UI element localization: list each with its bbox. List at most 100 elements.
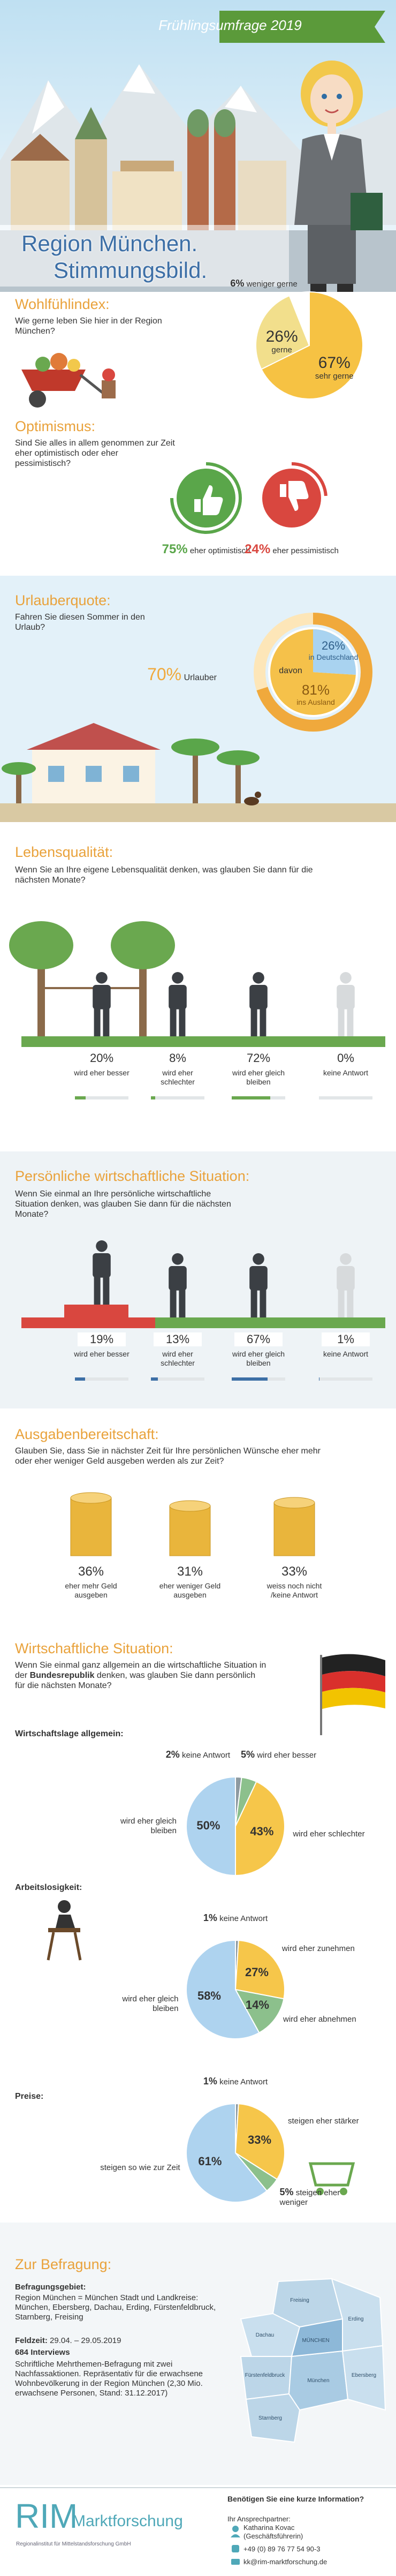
map-label: Erding bbox=[348, 2316, 364, 2322]
category-label: wird eher gleich bleiben bbox=[232, 1350, 285, 1367]
logo-text: Marktforschung bbox=[72, 2512, 183, 2530]
step bbox=[155, 1317, 385, 1328]
pie-slice bbox=[288, 291, 310, 346]
person-icon bbox=[103, 1008, 110, 1036]
survey-text: 29.04. – 29.05.2019 bbox=[50, 2336, 121, 2345]
donut-slice bbox=[270, 629, 356, 715]
person-icon bbox=[169, 1266, 187, 1291]
decoration bbox=[73, 1932, 82, 1961]
value-label: 61% bbox=[198, 2155, 222, 2168]
value-label: 8% bbox=[154, 1051, 202, 1066]
category-label: weiss noch nicht /keine Antwort bbox=[266, 1581, 322, 1599]
decoration bbox=[324, 134, 340, 161]
flag bbox=[320, 1654, 385, 1735]
step bbox=[21, 1317, 155, 1328]
decoration bbox=[231, 2559, 240, 2565]
value-label: 1% bbox=[203, 1912, 217, 1923]
tagline: Regionalinstitut für Mittelstandsforschu… bbox=[16, 2541, 131, 2547]
person-icon bbox=[253, 1253, 264, 1265]
thumb-icon bbox=[194, 485, 223, 515]
category-label: keine Antwort bbox=[181, 1751, 230, 1760]
person-icon bbox=[260, 1290, 266, 1317]
category-label: wird eher schlechter bbox=[293, 1829, 365, 1839]
person-icon bbox=[260, 1008, 266, 1036]
value-bar bbox=[75, 1377, 85, 1381]
category-label: keine Antwort bbox=[219, 2077, 268, 2087]
decoration bbox=[231, 2534, 240, 2537]
category-label: wird eher gleich bleiben bbox=[120, 1817, 177, 1835]
share-caption: 70% Urlauber bbox=[120, 664, 243, 684]
value-label: 5% bbox=[241, 1749, 255, 1760]
category-label: wird eher besser bbox=[74, 1068, 130, 1077]
category-label: wird eher besser bbox=[74, 1350, 130, 1358]
decoration bbox=[340, 2188, 347, 2195]
question: Fahren Sie diesen Sommer in den Urlaub? bbox=[15, 613, 145, 632]
category-label: eher pessimistisch bbox=[272, 546, 339, 555]
map-label: Fürstenfeldbruck bbox=[245, 2372, 285, 2378]
decoration bbox=[48, 766, 64, 782]
category-label: keine Antwort bbox=[323, 1068, 369, 1077]
person-icon bbox=[249, 1266, 268, 1291]
decoration bbox=[316, 2188, 324, 2195]
question: Wenn Sie an Ihre eigene Lebensqualität d… bbox=[15, 865, 313, 885]
person-icon bbox=[94, 1277, 101, 1305]
decoration bbox=[322, 1671, 385, 1692]
person-icon bbox=[103, 1277, 110, 1305]
category-label: wird eher gleich bleiben bbox=[122, 1994, 179, 2014]
value-label: 72% bbox=[234, 1051, 283, 1066]
tree bbox=[37, 951, 45, 1036]
value-track bbox=[75, 1096, 128, 1099]
person-icon bbox=[250, 1290, 257, 1317]
category-label: keine Antwort bbox=[323, 1350, 369, 1358]
person-icon bbox=[172, 1253, 184, 1265]
person-icon bbox=[340, 972, 352, 984]
map bbox=[240, 2278, 386, 2443]
person-icon bbox=[172, 972, 184, 984]
value-label: 70% bbox=[147, 665, 182, 684]
category-label: steigen eher stärker bbox=[288, 2116, 359, 2126]
decoration bbox=[0, 225, 289, 287]
category-label: eher weniger Geld ausgeben bbox=[159, 1581, 221, 1599]
decoration bbox=[245, 2393, 301, 2443]
decoration bbox=[337, 94, 342, 99]
header-illustration bbox=[0, 0, 396, 292]
person-icon bbox=[179, 1008, 186, 1036]
person-icon bbox=[253, 972, 264, 984]
survey-label: Befragungsgebiet: bbox=[15, 2283, 86, 2292]
coin-stack bbox=[273, 1502, 315, 1556]
thumb-icon bbox=[280, 481, 309, 511]
value-caption: 75% eher optimistisch bbox=[155, 542, 257, 558]
value-arc bbox=[170, 462, 242, 534]
question: Sind Sie alles in allem genommen zur Zei… bbox=[15, 439, 175, 469]
decoration bbox=[75, 107, 107, 139]
category-label: steigen eher weniger bbox=[279, 2188, 340, 2208]
decoration bbox=[86, 766, 102, 782]
chart-title: Wirtschaftslage allgemein: bbox=[15, 1729, 124, 1738]
section-title: Wirtschaftliche Situation: bbox=[15, 1640, 173, 1656]
person-icon bbox=[338, 1290, 345, 1317]
decoration bbox=[29, 390, 46, 408]
value-label: 31% bbox=[177, 1564, 203, 1579]
pie-slice bbox=[234, 1989, 285, 2033]
question: Wenn Sie einmal ganz allgemein an die wi… bbox=[15, 1660, 266, 1691]
donut-label: davon bbox=[279, 666, 302, 675]
survey-fieldwork: Feldzeit: 29.04. – 29.05.2019 bbox=[15, 2336, 229, 2346]
banner-title: Frühlingsumfrage 2019 bbox=[158, 17, 302, 33]
category-label: steigen so wie zur Zeit bbox=[100, 2163, 180, 2173]
section-title: Zur Befragung: bbox=[15, 2256, 112, 2272]
value-label: 75% bbox=[162, 542, 188, 556]
donut-share bbox=[256, 613, 372, 732]
pie-slice bbox=[186, 1776, 236, 1877]
contact-email: kk@rim-marktforschung.de bbox=[243, 2558, 328, 2566]
category-label: gerne bbox=[271, 345, 292, 355]
person-icon bbox=[340, 1253, 352, 1265]
decoration bbox=[11, 161, 70, 236]
value-bar bbox=[151, 1377, 158, 1381]
category-label: eher mehr Geld ausgeben bbox=[65, 1581, 117, 1599]
decor-icons bbox=[47, 1900, 355, 2195]
decoration bbox=[225, 86, 257, 112]
category-label: wird eher schlechter bbox=[161, 1068, 195, 1086]
decoration bbox=[11, 134, 70, 161]
